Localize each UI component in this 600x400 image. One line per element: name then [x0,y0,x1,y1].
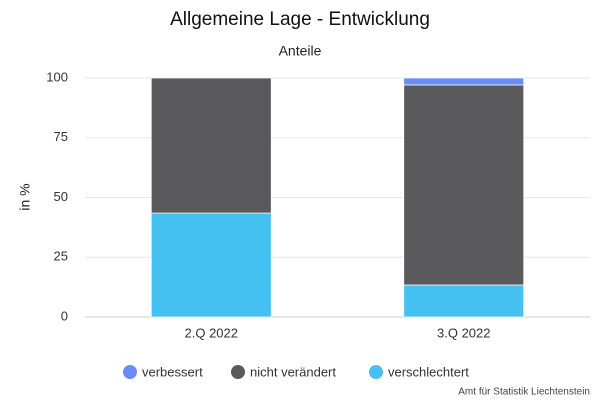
bar-segment [403,284,525,318]
bar-segment [150,77,272,214]
y-tick-label: 50 [54,189,68,204]
bar-segment [403,84,525,286]
y-tick-label: 75 [54,129,68,144]
x-tick-label: 3.Q 2022 [437,325,491,340]
legend-label: verbessert [142,364,203,379]
legend-marker [123,365,137,379]
y-axis-label: in % [17,183,33,210]
bar-segment [403,77,525,86]
chart-title: Allgemeine Lage - Entwicklung [170,9,430,30]
credit: Amt für Statistik Liechtenstein [458,387,590,398]
y-tick-label: 25 [54,249,68,264]
legend-label: nicht verändert [250,364,336,379]
legend-marker [231,365,245,379]
y-tick-label: 0 [61,308,68,323]
y-tick-label: 100 [46,69,68,84]
x-tick-label: 2.Q 2022 [185,325,239,340]
legend-marker [369,365,383,379]
chart-subtitle: Anteile [279,43,322,59]
legend-label: verschlechtert [388,364,469,379]
bar-segment [150,212,272,318]
